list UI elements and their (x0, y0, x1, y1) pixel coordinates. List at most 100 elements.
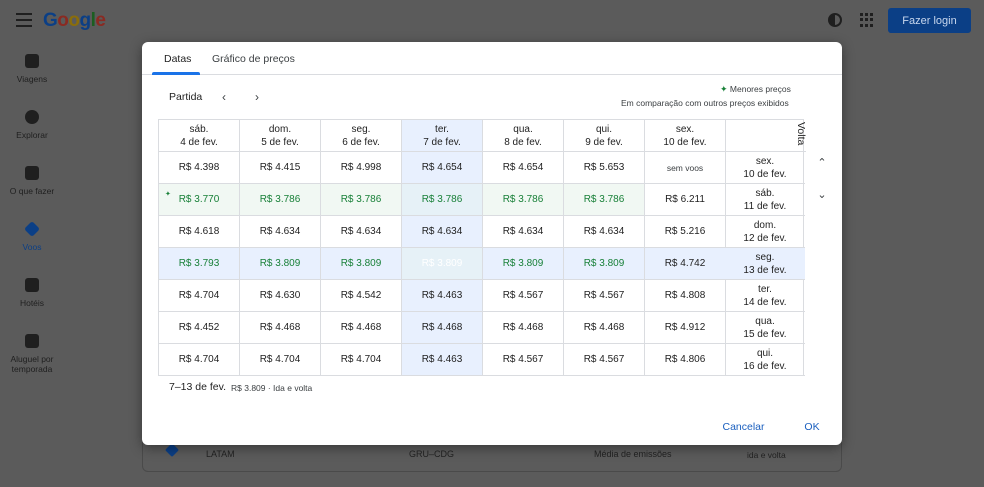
price-cell[interactable]: R$ 3.786 (240, 184, 321, 216)
price-cell[interactable]: R$ 4.634 (483, 216, 564, 248)
price-cell[interactable]: R$ 3.786 (564, 184, 645, 216)
price-cell[interactable]: R$ 4.468 (321, 312, 402, 344)
flight-route: GRU–CDG (409, 449, 455, 459)
price-cell[interactable]: R$ 4.808 (645, 280, 726, 312)
nav-item-flights[interactable]: Voos (0, 221, 64, 252)
chevron-down-icon[interactable]: ⌄ (817, 189, 827, 201)
price-value: R$ 3.809 (340, 258, 382, 269)
selected-dates: 7–13 de fev. (169, 381, 227, 393)
price-value: R$ 3.809 (259, 258, 301, 269)
nav-item-things-to-do[interactable]: O que fazer (0, 166, 64, 196)
price-cell[interactable]: R$ 3.786 (321, 184, 402, 216)
row-weekday: ter. (758, 284, 772, 295)
nav-item-trips[interactable]: Viagens (0, 54, 64, 84)
row-date: 13 de fev. (743, 265, 787, 276)
price-cell[interactable]: R$ 4.630 (240, 280, 321, 312)
price-cell[interactable]: R$ 4.463 (402, 344, 483, 376)
tab-price-graph[interactable]: Gráfico de preços (212, 53, 295, 65)
nav-item-vacation-rentals[interactable]: Aluguel por temporada (0, 334, 64, 374)
price-cell[interactable]: R$ 4.398 (159, 152, 240, 184)
price-cell[interactable]: R$ 4.634 (564, 216, 645, 248)
price-cell[interactable]: R$ 5.653 (564, 152, 645, 184)
price-cell[interactable]: R$ 4.618 (159, 216, 240, 248)
price-cell[interactable]: R$ 4.654 (483, 152, 564, 184)
menu-icon[interactable] (16, 13, 32, 27)
price-value: R$ 4.452 (178, 322, 220, 333)
price-cell[interactable]: R$ 4.463 (402, 280, 483, 312)
theme-toggle-icon[interactable] (828, 13, 842, 27)
price-cell[interactable]: R$ 3.809 (483, 248, 564, 280)
trip-type: ida e volta (747, 450, 786, 460)
price-cell[interactable]: R$ 4.468 (564, 312, 645, 344)
price-cell[interactable]: R$ 4.704 (321, 344, 402, 376)
price-cell[interactable]: R$ 4.567 (483, 280, 564, 312)
price-cell[interactable]: R$ 3.809 (321, 248, 402, 280)
suitcase-icon (25, 54, 39, 68)
google-logo[interactable]: Google (43, 10, 106, 31)
price-value: R$ 4.463 (421, 290, 463, 301)
price-value: R$ 4.806 (664, 354, 706, 365)
sparkle-icon: ✦ (165, 191, 171, 198)
price-cell[interactable]: R$ 4.452 (159, 312, 240, 344)
tab-dates[interactable]: Datas (164, 53, 192, 65)
nav-item-hotels[interactable]: Hotéis (0, 278, 64, 308)
row-date: 15 de fev. (743, 329, 787, 340)
price-cell[interactable]: R$ 4.468 (483, 312, 564, 344)
nav-item-explore[interactable]: Explorar (0, 110, 64, 140)
price-cell[interactable]: R$ 4.468 (402, 312, 483, 344)
price-cell[interactable]: R$ 4.634 (240, 216, 321, 248)
emissions-label: Média de emissões (594, 449, 672, 459)
price-cell[interactable]: R$ 4.567 (564, 280, 645, 312)
price-cell[interactable]: R$ 3.793 (159, 248, 240, 280)
chevron-right-icon[interactable]: › (255, 90, 259, 104)
hotel-icon (25, 278, 39, 292)
price-value: R$ 3.793 (178, 258, 220, 269)
price-cell[interactable]: R$ 4.567 (483, 344, 564, 376)
price-cell[interactable]: R$ 3.786 (483, 184, 564, 216)
price-value: R$ 4.567 (502, 290, 544, 301)
price-cell[interactable]: R$ 4.912 (645, 312, 726, 344)
price-cell[interactable]: R$ 3.786 (402, 184, 483, 216)
login-button[interactable]: Fazer login (888, 8, 971, 33)
price-cell[interactable]: R$ 3.809 (240, 248, 321, 280)
row-weekday: qui. (756, 348, 774, 359)
price-cell[interactable]: R$ 4.468 (240, 312, 321, 344)
price-cell[interactable]: R$ 5.216 (645, 216, 726, 248)
price-cell[interactable]: R$ 4.634 (321, 216, 402, 248)
price-cell[interactable]: sem voos (645, 152, 726, 184)
price-cell[interactable]: R$ 4.998 (321, 152, 402, 184)
chevron-left-icon[interactable]: ‹ (222, 90, 226, 104)
price-cell[interactable]: R$ 4.742 (645, 248, 726, 280)
price-cell[interactable]: R$ 4.704 (159, 280, 240, 312)
sparkle-icon: ✦ (720, 84, 728, 94)
price-cell[interactable]: R$ 4.634 (402, 216, 483, 248)
date-grid-dialog: Datas Gráfico de preços Partida ‹ › ✦ Me… (142, 42, 842, 445)
row-date: 11 de fev. (743, 201, 787, 212)
price-cell[interactable]: R$ 4.704 (240, 344, 321, 376)
header-date: 8 de fev. (504, 137, 542, 148)
price-value: R$ 4.468 (259, 322, 301, 333)
header-date: 7 de fev. (423, 137, 461, 148)
price-value: R$ 4.634 (340, 226, 382, 237)
price-cell[interactable]: R$ 3.809 (402, 248, 483, 280)
chevron-up-icon[interactable]: ⌃ (817, 157, 827, 169)
price-cell[interactable]: R$ 4.654 (402, 152, 483, 184)
price-cell[interactable]: R$ 4.542 (321, 280, 402, 312)
header-date: 6 de fev. (342, 137, 380, 148)
price-cell[interactable]: R$ 6.211 (645, 184, 726, 216)
price-cell[interactable]: R$ 4.704 (159, 344, 240, 376)
header-weekday: sex. (675, 124, 695, 135)
airline-name: LATAM (206, 449, 235, 459)
ok-button[interactable]: OK (804, 421, 820, 433)
apps-grid-icon[interactable] (860, 13, 874, 27)
price-cell[interactable]: R$ 4.567 (564, 344, 645, 376)
price-cell[interactable]: R$ 3.809 (564, 248, 645, 280)
grid-corner (726, 120, 806, 152)
departure-date-header: sáb. 4 de fev. (159, 120, 240, 152)
header-date: 10 de fev. (663, 137, 707, 148)
cancel-button[interactable]: Cancelar (722, 421, 765, 433)
price-cell[interactable]: R$ 4.415 (240, 152, 321, 184)
price-value: R$ 4.634 (259, 226, 301, 237)
price-cell[interactable]: R$ 4.806 (645, 344, 726, 376)
price-cell[interactable]: ✦ R$ 3.770 (159, 184, 240, 216)
